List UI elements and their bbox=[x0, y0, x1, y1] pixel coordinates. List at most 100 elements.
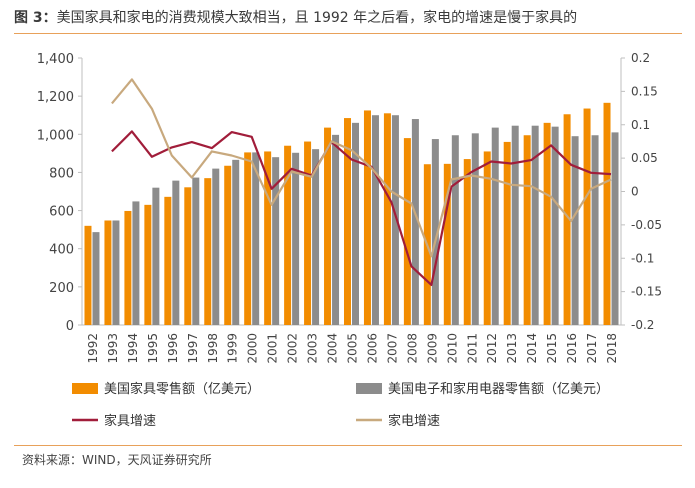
x-tick-label: 1993 bbox=[106, 333, 120, 364]
x-tick-label: 2006 bbox=[365, 333, 379, 364]
x-tick-label: 2001 bbox=[266, 333, 280, 364]
left-tick-label: 800 bbox=[49, 166, 74, 181]
bar-furniture-sales bbox=[124, 210, 132, 325]
x-tick-label: 1994 bbox=[126, 333, 140, 364]
legend-label-appliance-growth: 家电增速 bbox=[388, 413, 440, 429]
bar-appliance-sales bbox=[551, 126, 559, 326]
bar-appliance-sales bbox=[232, 159, 240, 325]
bar-appliance-sales bbox=[252, 152, 260, 325]
legend-swatch-appliance-sales bbox=[356, 383, 382, 394]
legend-swatch-furniture-sales bbox=[72, 383, 98, 394]
right-tick-label: -0.15 bbox=[631, 285, 662, 299]
bottom-rule bbox=[14, 445, 682, 446]
bar-furniture-sales bbox=[84, 225, 92, 325]
bar-appliance-sales bbox=[591, 135, 599, 325]
legend-label-appliance-sales: 美国电子和家用电器零售额（亿美元） bbox=[388, 381, 609, 397]
x-tick-label: 2017 bbox=[585, 333, 599, 364]
bar-furniture-sales bbox=[603, 102, 611, 325]
x-tick-label: 2013 bbox=[505, 333, 519, 364]
x-tick-label: 1995 bbox=[146, 333, 160, 364]
bar-appliance-sales bbox=[192, 177, 200, 325]
bar-appliance-sales bbox=[371, 115, 379, 325]
bar-furniture-sales bbox=[363, 110, 371, 325]
bar-appliance-sales bbox=[531, 125, 539, 325]
bar-furniture-sales bbox=[523, 135, 531, 325]
line-appliance-growth bbox=[111, 78, 612, 258]
x-tick-label: 2000 bbox=[246, 333, 260, 364]
right-tick-label: -0.1 bbox=[631, 251, 654, 265]
bar-appliance-sales bbox=[152, 187, 160, 325]
bar-appliance-sales bbox=[352, 122, 359, 325]
bar-furniture-sales bbox=[463, 159, 471, 325]
x-tick-label: 2007 bbox=[385, 333, 399, 364]
x-tick-label: 2014 bbox=[525, 333, 539, 364]
bar-layer bbox=[84, 102, 619, 326]
bar-appliance-sales bbox=[491, 127, 499, 325]
x-tick-label: 2009 bbox=[425, 333, 439, 364]
bar-furniture-sales bbox=[403, 138, 411, 325]
bar-appliance-sales bbox=[332, 134, 340, 325]
bar-appliance-sales bbox=[611, 132, 619, 325]
bar-appliance-sales bbox=[292, 152, 300, 325]
bar-appliance-sales bbox=[212, 168, 220, 325]
right-tick-label: -0.05 bbox=[631, 218, 662, 232]
left-tick-label: 400 bbox=[49, 243, 74, 258]
bar-appliance-sales bbox=[471, 133, 479, 325]
legend-label-furniture-growth: 家具增速 bbox=[104, 413, 156, 429]
bar-furniture-sales bbox=[184, 187, 192, 325]
bar-furniture-sales bbox=[244, 152, 252, 325]
right-tick-label: 0.1 bbox=[631, 118, 650, 132]
x-tick-label: 1997 bbox=[186, 333, 200, 364]
bar-appliance-sales bbox=[172, 180, 180, 325]
bar-furniture-sales bbox=[264, 151, 272, 325]
figure-title: 图 3：美国家具和家电的消费规模大致相当，且 1992 年之后看，家电的增速是慢… bbox=[14, 4, 682, 32]
bar-appliance-sales bbox=[511, 125, 519, 325]
x-tick-label: 2015 bbox=[545, 333, 559, 364]
bar-furniture-sales bbox=[483, 151, 491, 325]
figure-caption: 美国家具和家电的消费规模大致相当，且 1992 年之后看，家电的增速是慢于家具的 bbox=[56, 10, 578, 26]
right-tick-label: -0.2 bbox=[631, 318, 654, 332]
bar-appliance-sales bbox=[272, 157, 280, 325]
bar-furniture-sales bbox=[104, 220, 112, 325]
bar-appliance-sales bbox=[571, 136, 579, 325]
right-tick-label: 0.15 bbox=[631, 84, 658, 98]
axis-layer: 0 200 400 600 800 1,000 1,200 1,400 -0.2 -0.15 -0.… bbox=[37, 51, 662, 364]
left-tick-label: 200 bbox=[49, 281, 74, 296]
x-tick-label: 2005 bbox=[346, 333, 360, 364]
left-tick-label: 600 bbox=[49, 205, 74, 220]
x-tick-label: 1996 bbox=[166, 333, 180, 364]
x-tick-label: 2018 bbox=[605, 333, 619, 364]
legend: 美国家具零售额（亿美元） 美国电子和家用电器零售额（亿美元） 家具增速 家电增速 bbox=[72, 381, 609, 429]
top-rule bbox=[14, 33, 682, 34]
bar-furniture-sales bbox=[164, 196, 172, 325]
bar-appliance-sales bbox=[391, 115, 399, 325]
left-tick-label: 1,200 bbox=[37, 90, 74, 105]
x-tick-label: 1999 bbox=[226, 333, 240, 364]
bar-furniture-sales bbox=[284, 145, 292, 325]
source-note: 资料来源：WIND，天风证券研究所 bbox=[22, 453, 212, 467]
bar-furniture-sales bbox=[563, 114, 571, 325]
bar-appliance-sales bbox=[312, 149, 320, 325]
line-furniture-growth bbox=[111, 130, 612, 286]
bar-furniture-sales bbox=[543, 122, 551, 325]
bar-furniture-sales bbox=[304, 141, 312, 325]
right-tick-label: 0.05 bbox=[631, 151, 658, 165]
bar-furniture-sales bbox=[204, 178, 212, 325]
figure-number: 图 3： bbox=[14, 10, 57, 26]
bar-appliance-sales bbox=[92, 232, 100, 325]
x-tick-label: 2011 bbox=[465, 333, 479, 364]
right-tick-label: 0 bbox=[631, 185, 639, 199]
bar-appliance-sales bbox=[112, 220, 120, 325]
x-tick-label: 2002 bbox=[286, 333, 300, 364]
line-layer bbox=[111, 78, 612, 286]
bar-appliance-sales bbox=[132, 201, 140, 325]
left-tick-label: 0 bbox=[66, 319, 74, 334]
bar-appliance-sales bbox=[431, 139, 439, 325]
bar-furniture-sales bbox=[144, 204, 152, 325]
bar-furniture-sales bbox=[224, 165, 232, 325]
x-tick-label: 2010 bbox=[445, 333, 459, 364]
right-tick-label: 0.2 bbox=[631, 51, 650, 65]
left-tick-label: 1,400 bbox=[37, 52, 74, 67]
x-tick-label: 1998 bbox=[206, 333, 220, 364]
